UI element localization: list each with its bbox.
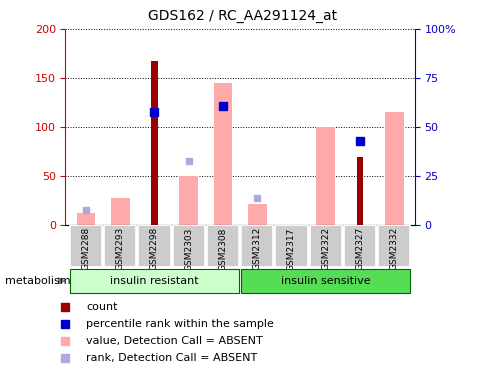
Bar (309, 225, 341, 267)
Text: GDS162 / RC_AA291124_at: GDS162 / RC_AA291124_at (148, 9, 336, 23)
Bar (241, 225, 272, 267)
Bar (343, 225, 375, 267)
Bar (104, 225, 136, 267)
Bar (70, 225, 102, 267)
Text: percentile rank within the sample: percentile rank within the sample (86, 319, 273, 329)
Text: GSM2298: GSM2298 (150, 227, 159, 270)
Bar (76, 213, 95, 225)
Text: GSM2317: GSM2317 (287, 227, 295, 270)
Text: insulin sensitive: insulin sensitive (280, 276, 370, 286)
Text: GSM2293: GSM2293 (116, 227, 124, 270)
Text: GSM2322: GSM2322 (320, 227, 330, 270)
Text: GSM2308: GSM2308 (218, 227, 227, 270)
Bar (247, 203, 266, 225)
Text: rank, Detection Call = ABSENT: rank, Detection Call = ABSENT (86, 352, 257, 363)
Bar (179, 176, 198, 225)
Text: value, Detection Call = ABSENT: value, Detection Call = ABSENT (86, 336, 262, 346)
Text: GSM2288: GSM2288 (81, 227, 91, 270)
Bar (241, 269, 409, 293)
Bar (138, 225, 170, 267)
Bar (111, 198, 129, 225)
Bar (377, 225, 409, 267)
Bar (172, 225, 204, 267)
Bar (151, 61, 157, 225)
Bar (70, 269, 239, 293)
Text: GSM2327: GSM2327 (355, 227, 363, 270)
Bar (316, 127, 334, 225)
Text: GSM2303: GSM2303 (184, 227, 193, 270)
Text: GSM2332: GSM2332 (389, 227, 398, 270)
Bar (384, 112, 403, 225)
Bar (213, 83, 232, 225)
Bar (207, 225, 239, 267)
Text: metabolism: metabolism (5, 276, 70, 286)
Text: insulin resistant: insulin resistant (110, 276, 198, 286)
Text: count: count (86, 302, 118, 312)
Bar (275, 225, 307, 267)
Bar (356, 157, 362, 225)
Text: GSM2312: GSM2312 (252, 227, 261, 270)
